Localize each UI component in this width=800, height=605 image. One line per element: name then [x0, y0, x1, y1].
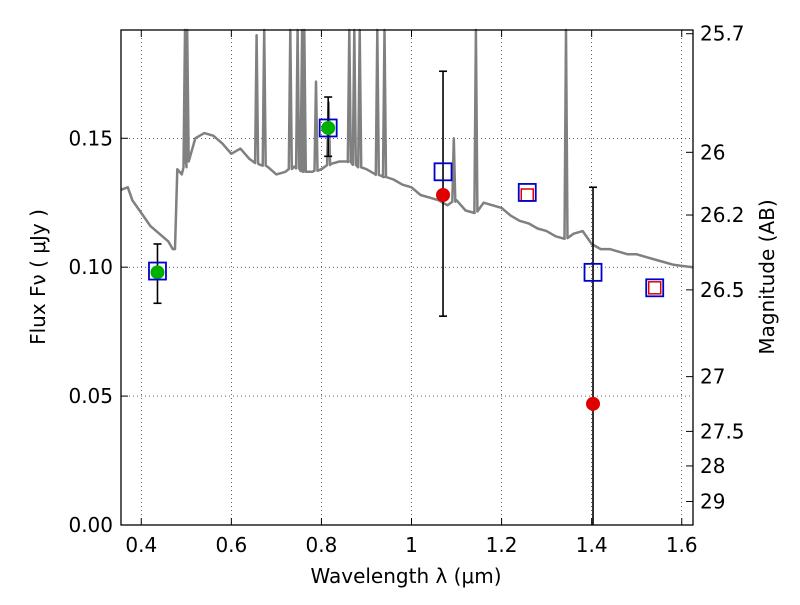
x-tick-label: 0.6	[215, 533, 247, 557]
mag-tick-label: 27	[700, 365, 725, 389]
y2-axis-label: Magnitude (AB)	[755, 199, 779, 354]
mag-tick-label: 26.5	[700, 278, 745, 302]
y-tick-label: 0.15	[68, 126, 113, 150]
model-point	[583, 262, 603, 282]
observed-point	[586, 396, 601, 411]
mag-tick-label: 29	[700, 489, 725, 513]
plot-frame	[120, 29, 694, 526]
mag-tick-label: 26.2	[700, 203, 745, 227]
grid	[121, 30, 693, 525]
data-points	[148, 118, 665, 411]
model-point	[433, 162, 453, 182]
x-tick-label: 1.6	[666, 533, 698, 557]
model-point	[148, 261, 167, 281]
spectrum-series	[120, 28, 694, 269]
upper-limit-point	[647, 281, 662, 295]
y-tick-label: 0.05	[68, 384, 113, 408]
x-axis-label: Wavelength λ (μm)	[310, 564, 501, 588]
y-tick-label: 0.10	[68, 255, 113, 279]
model-point	[517, 183, 537, 202]
x-tick-label: 1	[405, 533, 418, 557]
upper-limit-point	[520, 188, 535, 202]
model-point	[318, 118, 338, 138]
x-tick-label: 1.4	[576, 533, 608, 557]
mag-tick-label: 25.7	[700, 22, 745, 46]
axis-ticks: 0.4 0.6 0.8 1 1.2 1.4 1.6 0.00 0.05 0.10 0.15 25.7 2…	[68, 22, 744, 557]
x-tick-label: 0.4	[125, 533, 157, 557]
mag-tick-label: 27.5	[700, 419, 745, 443]
model-point	[645, 278, 665, 298]
x-tick-label: 0.8	[306, 533, 338, 557]
spectrum-line	[120, 28, 694, 269]
mag-tick-label: 26	[700, 140, 725, 164]
observed-point	[436, 188, 451, 202]
detected-point	[321, 120, 336, 135]
y-tick-label: 0.00	[68, 513, 113, 537]
detected-point	[150, 265, 165, 280]
x-tick-label: 1.2	[486, 533, 518, 557]
y-axis-label: Flux Fν ( μJy )	[26, 209, 50, 345]
mag-tick-label: 28	[700, 454, 725, 478]
